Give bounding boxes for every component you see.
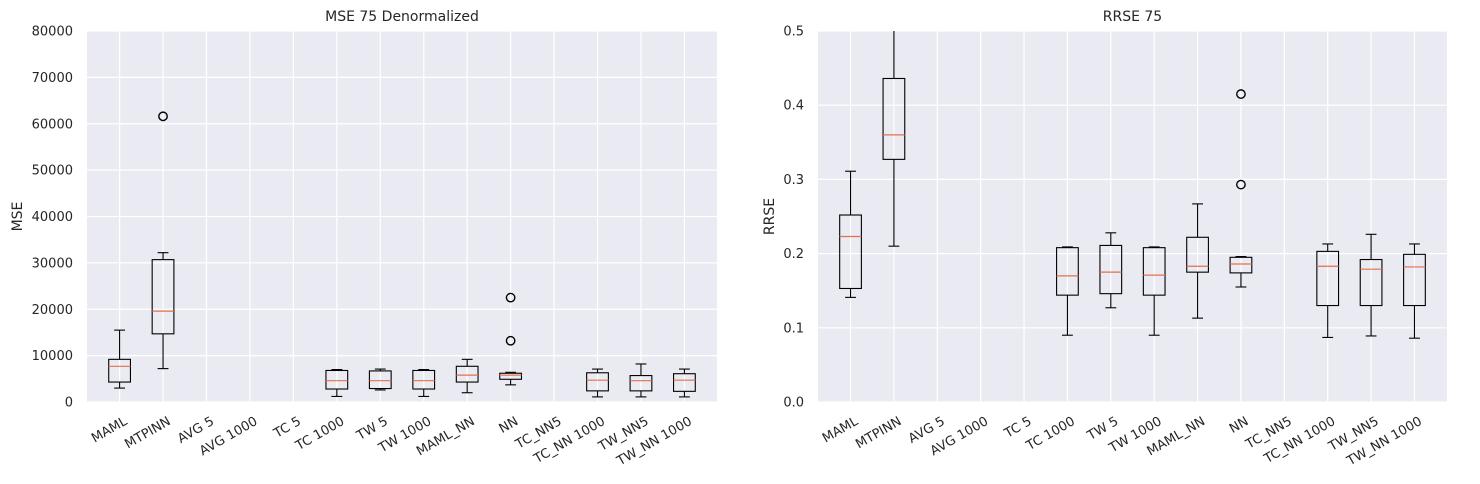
rrse-box-mtpinn: [882, 31, 906, 247]
iqr-box: [586, 372, 609, 392]
rrse-box-nn: [1229, 89, 1253, 288]
rrse-y-tick-label: 0.0: [783, 396, 804, 411]
mse-y-tick-label: 80000: [32, 25, 73, 40]
mse-box-nn: [499, 292, 523, 386]
rrse-box-tc-nn-1000: [1316, 243, 1340, 338]
mse-chart-panel: 0 10000 20000 30000 40000 50000 60000 70000 8000…: [10, 9, 717, 470]
rrse-y-tick-label: 0.5: [783, 25, 804, 40]
mse-box-tw-1000: [412, 368, 436, 397]
iqr-box: [1142, 247, 1166, 296]
rrse-y-tick-label: 0.4: [783, 99, 804, 114]
iqr-box: [1056, 247, 1079, 296]
rrse-box-tw-nn5: [1359, 233, 1383, 337]
mse-x-tick-label: NN: [497, 414, 521, 437]
mse-box-tw-nn-1000: [673, 368, 696, 398]
rrse-plot-area: [818, 31, 1447, 402]
mse-y-tick-label: 70000: [32, 71, 73, 86]
mse-y-axis-label: MSE: [10, 202, 26, 232]
mse-box-tw-nn5: [629, 363, 653, 398]
rrse-x-tick-label: NN: [1227, 414, 1251, 437]
iqr-box: [368, 370, 392, 390]
iqr-box: [1229, 256, 1253, 274]
mse-chart-title: MSE 75 Denormalized: [325, 9, 479, 25]
mse-y-tick-label: 0: [65, 396, 73, 411]
rrse-box-tw-nn-1000: [1403, 243, 1426, 339]
rrse-y-tick-label: 0.3: [783, 173, 804, 188]
outlier-point: [1236, 179, 1246, 190]
rrse-box-tc-1000: [1056, 246, 1079, 336]
iqr-box: [882, 77, 906, 160]
mse-box-mtpinn: [151, 111, 175, 370]
iqr-box: [1099, 244, 1123, 295]
outlier-point: [505, 335, 516, 346]
iqr-box: [325, 369, 349, 390]
rrse-y-tick-label: 0.2: [783, 247, 804, 262]
mse-x-tick-label: TW_NN 1000: [614, 414, 695, 469]
mse-box-maml: [108, 329, 131, 389]
rrse-y-axis-label: RRSE: [762, 198, 778, 235]
iqr-box: [1359, 258, 1383, 307]
rrse-x-tick-label: TC 1000: [1023, 414, 1078, 454]
mse-box-tw-5: [368, 368, 392, 391]
iqr-box: [673, 373, 696, 392]
iqr-box: [151, 259, 175, 335]
rrse-x-tick-label: MTPINN: [853, 414, 904, 452]
mse-y-tick-label: 50000: [32, 164, 73, 179]
rrse-box-tw-5: [1099, 232, 1123, 309]
mse-x-tick-label: TC 1000: [293, 414, 348, 454]
rrse-box-tw-1000: [1142, 246, 1166, 336]
iqr-box: [455, 365, 479, 383]
outlier-point: [505, 292, 516, 303]
iqr-box: [1403, 253, 1426, 307]
mse-box-tc-1000: [325, 368, 349, 397]
iqr-box: [839, 214, 862, 290]
mse-y-tick-label: 60000: [32, 117, 73, 132]
mse-x-tick-label: MTPINN: [122, 414, 173, 452]
outlier-point: [158, 111, 168, 122]
iqr-box: [629, 375, 653, 392]
iqr-box: [499, 372, 523, 380]
iqr-box: [412, 369, 436, 390]
mse-y-tick-label: 10000: [32, 349, 73, 364]
rrse-box-maml: [839, 170, 862, 298]
rrse-box-maml-nn: [1186, 203, 1209, 319]
mse-y-tick-label: 20000: [32, 303, 73, 318]
mse-y-tick-label: 30000: [32, 256, 73, 271]
mse-y-tick-label: 40000: [32, 210, 73, 225]
rrse-y-tick-label: 0.1: [783, 321, 804, 336]
iqr-box: [108, 358, 131, 383]
iqr-box: [1186, 236, 1209, 273]
mse-box-tc-nn-1000: [586, 368, 609, 398]
iqr-box: [1316, 250, 1340, 307]
outlier-point: [1236, 89, 1246, 99]
rrse-chart-title: RRSE 75: [1103, 9, 1162, 25]
mse-box-maml-nn: [455, 358, 479, 394]
